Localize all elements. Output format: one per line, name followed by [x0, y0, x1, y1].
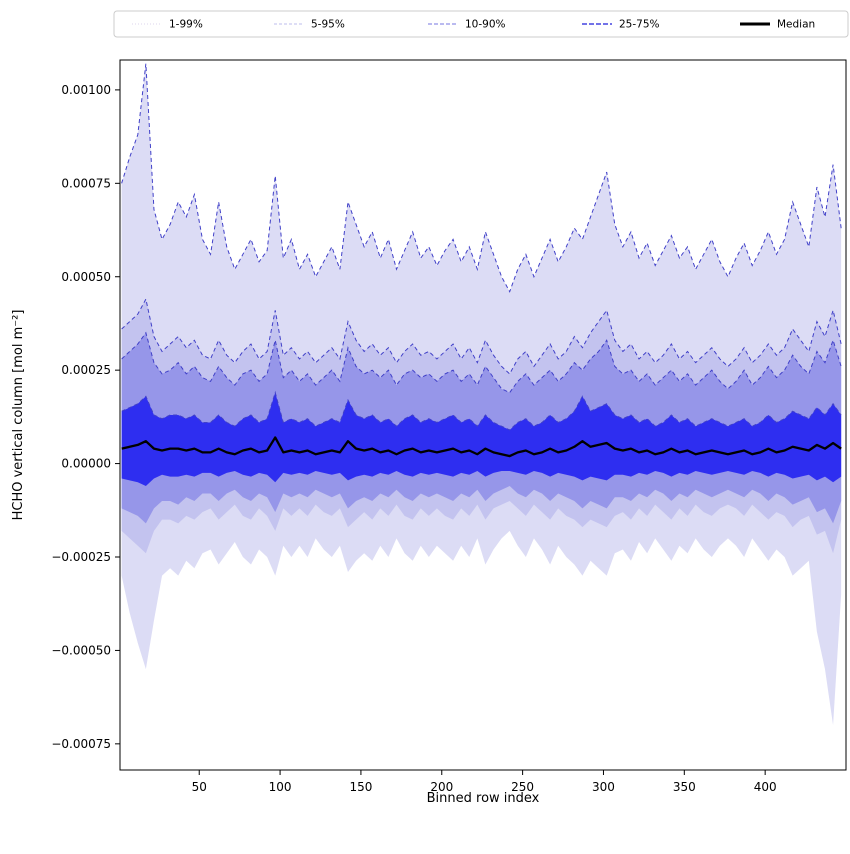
- x-tick-label: 400: [754, 780, 777, 794]
- percentile-bands: [121, 63, 842, 726]
- band-25-75%: [121, 392, 842, 486]
- x-tick-label: 200: [430, 780, 453, 794]
- y-tick-label: −0.00075: [51, 737, 111, 751]
- axes: −0.00075 −0.00050 −0.00025 0.00000 0.00025 0.…: [51, 59, 847, 794]
- legend: 1-99% 5-95% 10-90% 25-75% Median: [113, 10, 849, 38]
- y-tick-label: −0.00050: [51, 644, 111, 658]
- y-tick-label: 0.00000: [61, 457, 111, 471]
- x-tick-label: 100: [269, 780, 292, 794]
- boundary-line-p75: [121, 390, 842, 431]
- x-tick-label: 300: [592, 780, 615, 794]
- median-line-group: [121, 436, 842, 458]
- legend-label: 1-99%: [169, 19, 203, 31]
- y-axis-label: HCHO vertical column [mol m⁻²]: [11, 310, 26, 521]
- median-line: [121, 436, 842, 458]
- boundary-line-p95: [121, 297, 842, 375]
- plot-border: [119, 59, 847, 771]
- boundary-line-p99: [121, 63, 842, 293]
- boundary-line-p90: [121, 331, 842, 394]
- x-tick-label: 350: [673, 780, 696, 794]
- legend-label: 25-75%: [619, 19, 660, 31]
- legend-label: 10-90%: [465, 19, 506, 31]
- y-tick-label: 0.00050: [61, 270, 111, 284]
- legend-label: Median: [777, 19, 815, 31]
- percentile-boundary-lines: [121, 63, 842, 431]
- x-tick-label: 250: [511, 780, 534, 794]
- x-tick-label: 50: [192, 780, 207, 794]
- y-tick-label: −0.00025: [51, 550, 111, 564]
- x-axis-label: Binned row index: [427, 791, 540, 806]
- legend-label: 5-95%: [311, 19, 345, 31]
- x-tick-label: 150: [349, 780, 372, 794]
- legend-box: [113, 10, 849, 38]
- y-tick-label: 0.00100: [61, 83, 111, 97]
- y-tick-label: 0.00075: [61, 176, 111, 190]
- y-tick-label: 0.00025: [61, 363, 111, 377]
